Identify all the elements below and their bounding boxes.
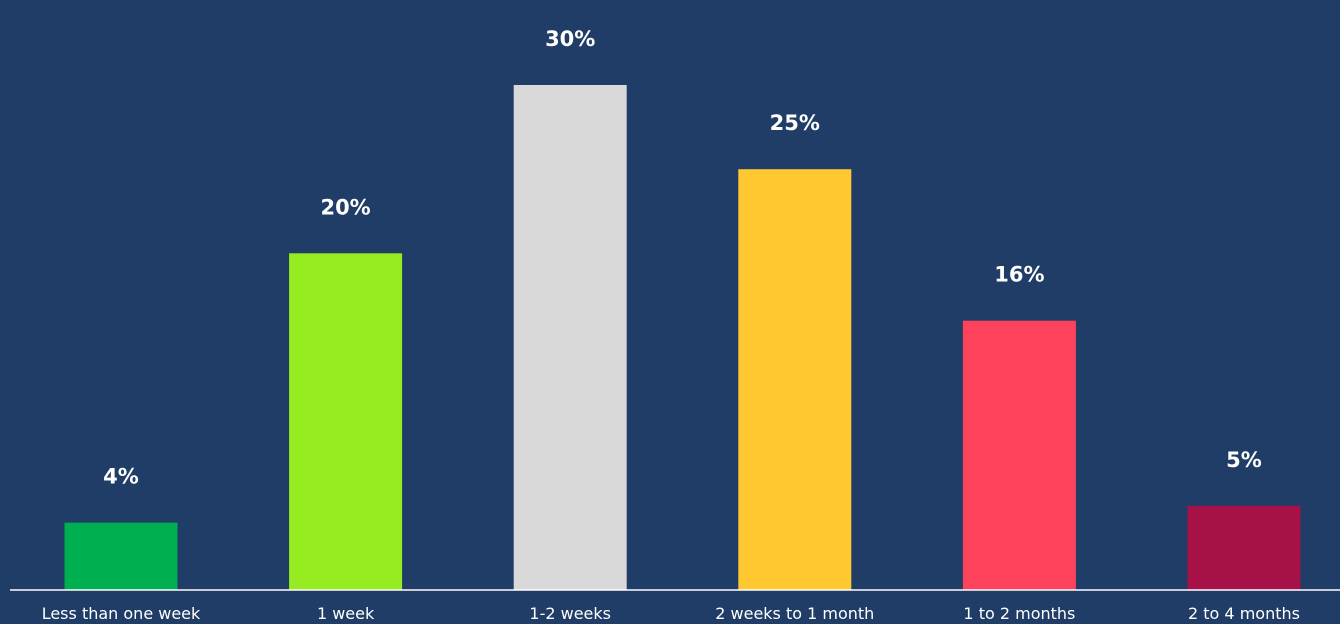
bar-5 [1187, 505, 1301, 590]
bar-1 [289, 253, 403, 591]
value-label-3: 25% [770, 111, 820, 135]
bar-4 [962, 320, 1076, 590]
value-labels-group: 4% 20% 30% 25% 16% 5% [103, 27, 1262, 489]
bar-3 [738, 169, 852, 590]
category-labels-group: Less than one week 1 week 1-2 weeks 2 weeks… [42, 604, 1300, 623]
value-label-2: 30% [545, 27, 595, 51]
category-label-5: 2 to 4 months [1188, 604, 1300, 623]
bars-group [64, 85, 1301, 591]
category-label-3: 2 weeks to 1 month [715, 604, 874, 623]
value-label-0: 4% [103, 465, 139, 489]
value-label-4: 16% [994, 263, 1044, 287]
category-label-2: 1-2 weeks [529, 604, 611, 623]
bar-2 [513, 85, 627, 590]
bar-0 [64, 522, 178, 590]
value-label-1: 20% [320, 195, 370, 219]
category-label-0: Less than one week [42, 604, 201, 623]
category-label-1: 1 week [317, 604, 375, 623]
category-label-4: 1 to 2 months [963, 604, 1075, 623]
value-label-5: 5% [1226, 448, 1262, 472]
